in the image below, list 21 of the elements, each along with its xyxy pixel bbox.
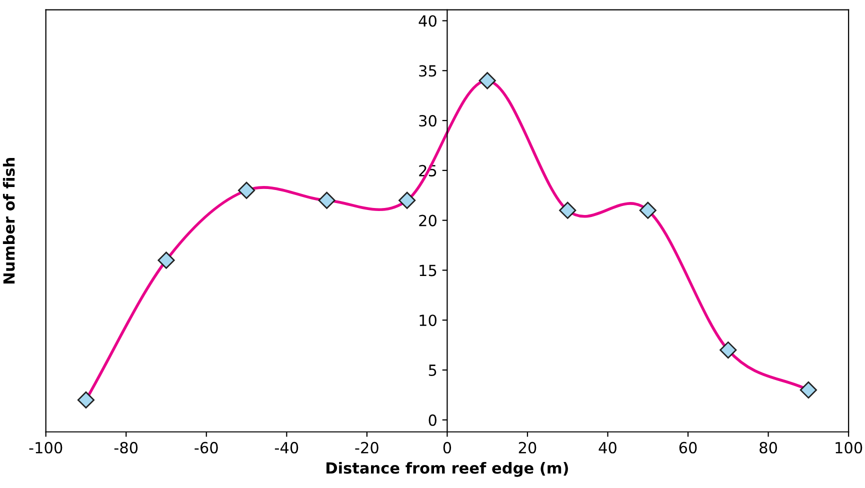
y-tick-label: 0 (428, 414, 436, 426)
x-tick-label: 0 (443, 442, 452, 454)
x-tick-label: -60 (194, 442, 218, 454)
y-tick-label: 30 (419, 114, 436, 127)
x-tick-label: 20 (518, 442, 536, 454)
y-tick-label: 10 (420, 314, 436, 326)
y-axis-title: Number of fish (2, 158, 15, 284)
x-tick-label: -100 (29, 442, 62, 454)
x-tick-label: 40 (598, 442, 616, 454)
x-tick-label: 100 (836, 442, 862, 454)
x-tick-label: -80 (114, 442, 138, 454)
x-tick-label: 80 (760, 442, 777, 454)
x-tick-label: 60 (679, 442, 697, 454)
x-tick-label: -20 (355, 442, 378, 454)
x-axis-title: Distance from reef edge (m) (326, 462, 568, 477)
y-tick-label: 20 (419, 214, 436, 226)
x-tick-label: -40 (274, 442, 298, 454)
y-tick-label: 15 (420, 264, 436, 276)
y-tick-label: 40 (418, 15, 436, 27)
y-tick-label: 5 (428, 364, 436, 376)
y-tick-label: 35 (419, 65, 436, 77)
